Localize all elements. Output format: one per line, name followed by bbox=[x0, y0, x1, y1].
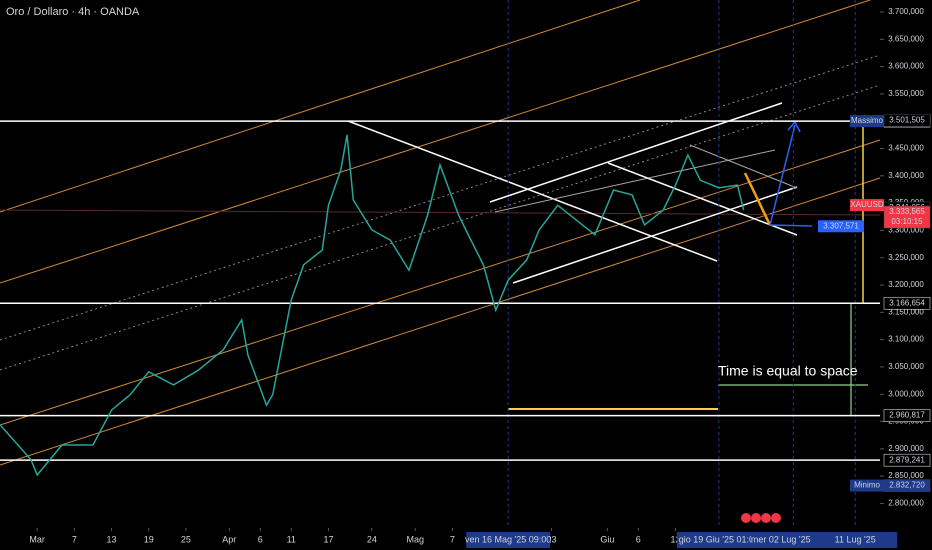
x-tick-label: 7 bbox=[450, 534, 455, 544]
price-tag-label: 3.333,565 bbox=[889, 207, 925, 216]
time-marker-label: ven 16 Mag '25 09:00 bbox=[465, 534, 551, 544]
price-tag-label: 2.832,720 bbox=[889, 481, 925, 490]
y-tick-label: 3.700,000 bbox=[888, 7, 924, 16]
price-tag bbox=[883, 205, 931, 229]
y-tick-label: 2.800,000 bbox=[888, 499, 924, 508]
drawings bbox=[0, 0, 881, 523]
x-tick-label: 6 bbox=[258, 534, 263, 544]
level-tag bbox=[883, 453, 931, 467]
x-tick-label: 23 bbox=[547, 534, 557, 544]
y-tick-label: 3.300,000 bbox=[888, 226, 924, 235]
y-tick-label: 2.850,000 bbox=[888, 471, 924, 480]
price-tag-name: Minimo bbox=[854, 481, 880, 490]
y-tick-label: 2.900,000 bbox=[888, 444, 924, 453]
x-tick-label: 12 bbox=[670, 534, 680, 544]
price-tag-label: 3.501,505 bbox=[889, 116, 925, 125]
level-name: Massimo bbox=[851, 116, 884, 125]
time-marker-box bbox=[813, 532, 898, 548]
x-tick-label: Mag bbox=[406, 534, 424, 544]
level-label: 2.960,817 bbox=[889, 411, 925, 420]
level-name-box bbox=[850, 115, 884, 128]
level-tag bbox=[883, 296, 931, 310]
time-axis bbox=[0, 528, 880, 550]
price-tag-sub: 03:10:15 bbox=[891, 217, 923, 226]
level-label: 3.166,654 bbox=[889, 298, 925, 307]
series-name: XAUUSD bbox=[850, 200, 884, 209]
x-tick-label: Mar bbox=[29, 534, 45, 544]
level-tag bbox=[883, 409, 931, 422]
x-tick-label: 11 bbox=[287, 534, 296, 544]
price-tag bbox=[883, 114, 931, 127]
y-tick-label: 3.200,000 bbox=[888, 280, 924, 289]
y-tick-label: 3.100,000 bbox=[888, 335, 924, 344]
time-marker-label: gio 19 Giu '25 01:00 bbox=[679, 534, 759, 544]
y-tick-label: 3.450,000 bbox=[888, 144, 924, 153]
time-marker-label: 11 Lug '25 bbox=[835, 534, 876, 544]
price-line bbox=[0, 134, 745, 477]
y-tick-label: 3.150,000 bbox=[888, 307, 924, 316]
time-marker-box bbox=[676, 532, 761, 548]
y-tick-label: 3.050,000 bbox=[888, 362, 924, 371]
time-marker-label: mer 02 Lug '25 04:00 bbox=[751, 534, 836, 544]
y-tick-label: 3.650,000 bbox=[888, 34, 924, 43]
price-axis bbox=[880, 0, 932, 550]
x-tick-label: 25 bbox=[181, 534, 191, 544]
x-tick-label: 13 bbox=[107, 534, 117, 544]
price-tag bbox=[818, 220, 864, 233]
level-label: 2.879,241 bbox=[889, 455, 925, 464]
x-tick-label: 7 bbox=[72, 534, 77, 544]
x-tick-label: Giu bbox=[600, 534, 614, 544]
time-marker-box bbox=[466, 532, 551, 548]
y-tick-label: 3.400,000 bbox=[888, 171, 924, 180]
x-tick-label: 6 bbox=[636, 534, 641, 544]
price-tag-name-box bbox=[850, 479, 884, 492]
y-tick-label: 3.600,000 bbox=[888, 62, 924, 71]
x-tick-label: Apr bbox=[222, 534, 236, 544]
series-name-box bbox=[850, 199, 884, 212]
y-tick-label: 3.250,000 bbox=[888, 253, 924, 262]
x-tick-label: 24 bbox=[367, 534, 377, 544]
y-tick-label: 3.000,000 bbox=[888, 389, 924, 398]
chart-title: Oro / Dollaro · 4h · OANDA bbox=[6, 6, 140, 18]
price-tag-label: 3.307,571 bbox=[823, 221, 859, 230]
annotation: Time is equal to space bbox=[718, 363, 858, 379]
x-tick-label: 17 bbox=[323, 534, 333, 544]
x-tick-label: 19 bbox=[144, 534, 154, 544]
y-tick-label: 3.550,000 bbox=[888, 89, 924, 98]
